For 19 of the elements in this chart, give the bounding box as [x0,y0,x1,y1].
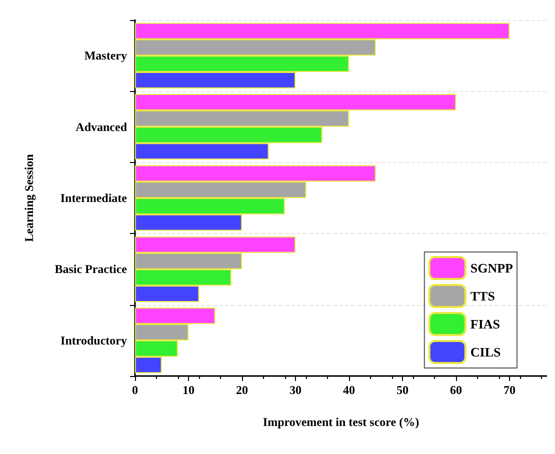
y-tick-label: Basic Practice [54,262,128,276]
y-tick-label: Mastery [84,48,127,63]
legend-label: SGNPP [470,260,514,276]
x-tick-label: 20 [236,383,248,397]
y-tick-label: Introductory [60,333,127,348]
x-tick-label: 40 [343,383,356,397]
y-tick-label: Intermediate [60,191,128,205]
legend-label: TTS [470,288,495,304]
x-tick-label: 0 [132,383,138,397]
x-tick-label: 70 [504,383,516,397]
x-tick-label: 30 [290,383,302,397]
legend-label: FIAS [470,316,500,332]
x-tick-label: 60 [450,383,462,397]
y-tick-label: Advanced [76,120,128,134]
x-axis-title: Improvement in test score (%) [262,415,420,429]
x-tick-label: 50 [396,383,409,397]
x-tick-label: 10 [182,383,195,397]
legend-label: CILS [470,344,501,360]
y-axis-title: Learning Session [22,154,36,242]
